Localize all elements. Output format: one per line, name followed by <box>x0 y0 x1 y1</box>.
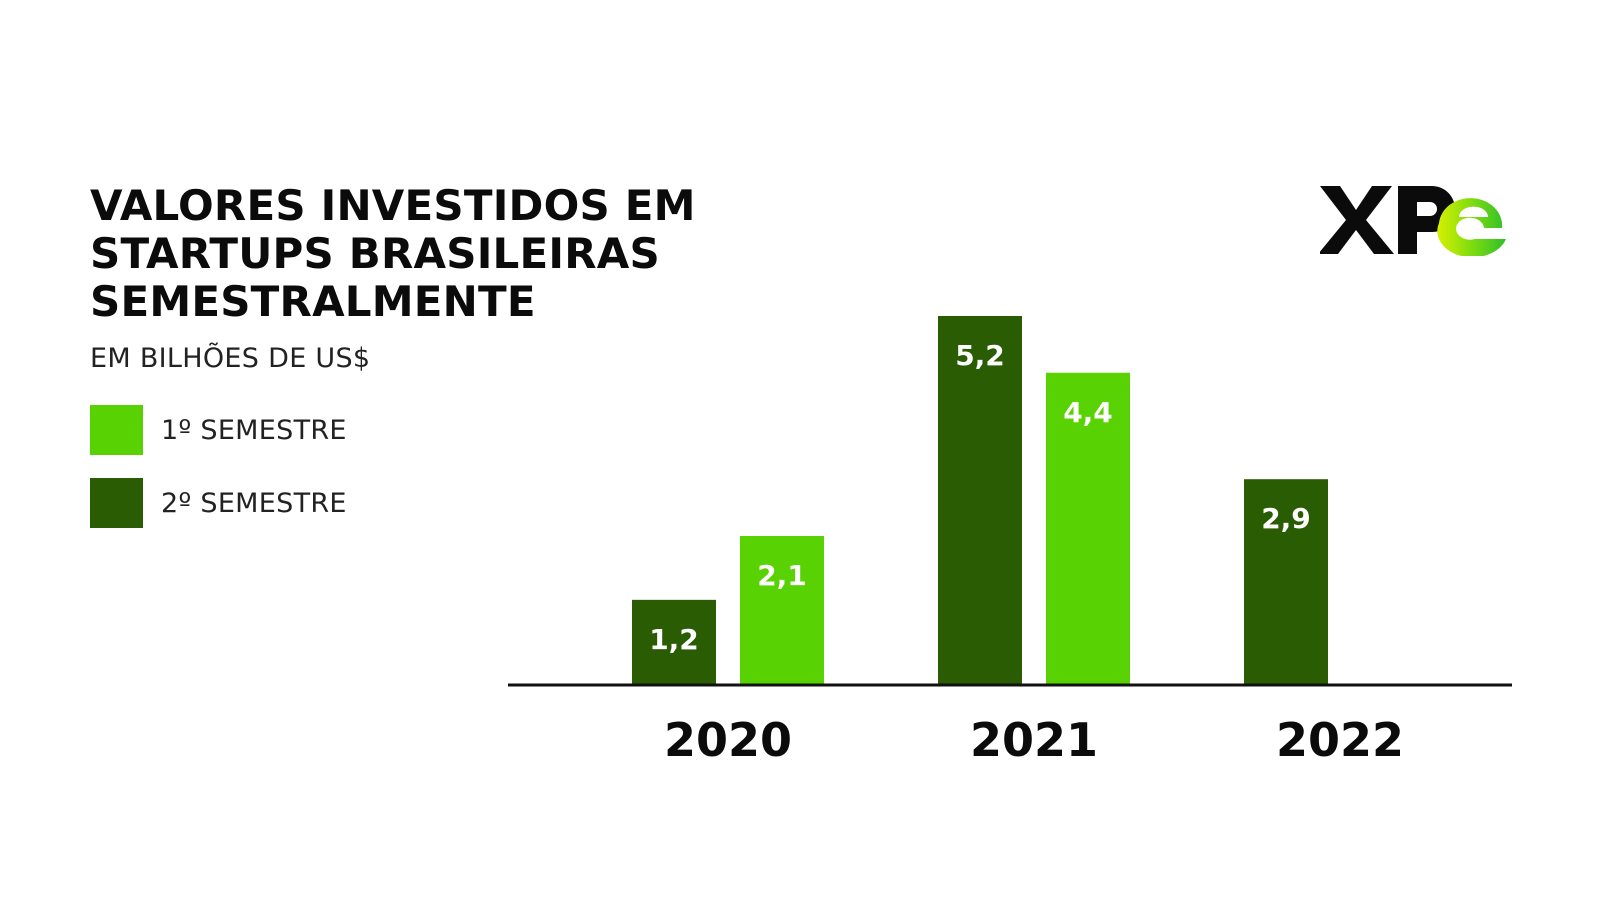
chart-title-line-2: STARTUPS BRASILEIRAS <box>90 229 660 278</box>
chart-title-line-1: VALORES INVESTIDOS EM <box>90 181 696 230</box>
x-tick-label-2022: 2022 <box>1276 713 1404 767</box>
logo-e-letter <box>1437 198 1506 256</box>
bar-value-label-2021-series-0: 5,2 <box>955 339 1005 372</box>
x-tick-label-2020: 2020 <box>664 713 792 767</box>
chart-title-line-3: SEMESTRALMENTE <box>90 277 536 326</box>
bar-value-label-2020-series-1: 2,1 <box>757 559 807 592</box>
legend-label-1st-semester: 1º SEMESTRE <box>161 414 347 446</box>
logo-p-letter <box>1398 186 1455 254</box>
legend-swatch-2nd-semester <box>90 478 143 528</box>
legend-swatch-1st-semester <box>90 405 143 455</box>
bar-value-label-2022-series-0: 2,9 <box>1261 502 1311 535</box>
chart-title: VALORES INVESTIDOS EM STARTUPS BRASILEIR… <box>90 182 696 326</box>
x-tick-label-2021: 2021 <box>970 713 1098 767</box>
xpe-logo-icon <box>1320 186 1506 256</box>
logo-x-letter <box>1320 186 1394 254</box>
bar-2021-series-1 <box>1046 372 1130 685</box>
legend-label-2nd-semester: 2º SEMESTRE <box>161 487 347 519</box>
bars-group: 1,2 2,1 5,2 4,4 2,9 <box>632 316 1328 685</box>
bar-2020-series-1 <box>740 535 824 685</box>
legend-item-2nd-semester: 2º SEMESTRE <box>90 478 347 528</box>
bar-2021-series-0 <box>938 316 1022 685</box>
bar-value-label-2020-series-0: 1,2 <box>649 623 699 656</box>
legend-item-1st-semester: 1º SEMESTRE <box>90 405 347 455</box>
bar-2022-series-0 <box>1244 479 1328 685</box>
bar-value-label-2021-series-1: 4,4 <box>1063 396 1113 429</box>
chart-subtitle: EM BILHÕES DE US$ <box>90 343 371 374</box>
x-tick-labels: 2020 2021 2022 <box>664 713 1404 767</box>
bar-2020-series-0 <box>632 599 716 685</box>
